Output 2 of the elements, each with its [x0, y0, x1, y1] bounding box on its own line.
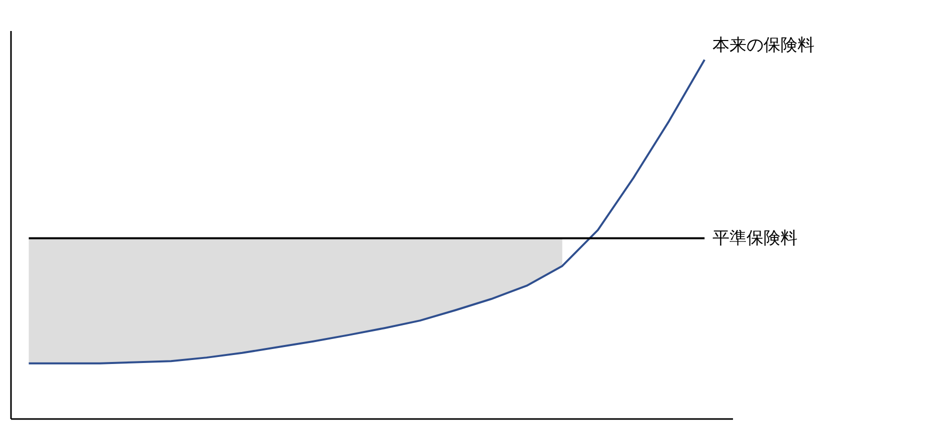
series-label: 平準保険料 [712, 228, 798, 248]
series-label: 本来の保険料 [712, 36, 815, 56]
